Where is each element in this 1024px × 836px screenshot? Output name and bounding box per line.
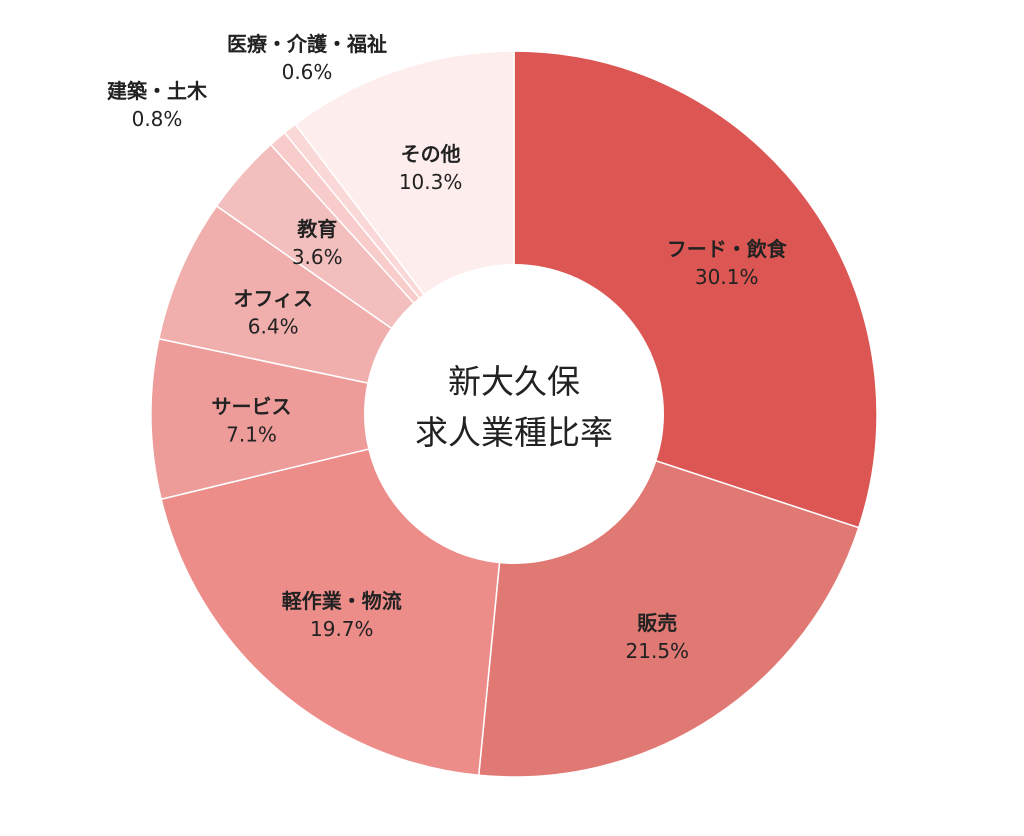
slice-label-8: 医療・介護・福祉 <box>227 32 387 56</box>
slice-labels: フード・飲食 30.1% 販売 21.5% 軽作業・物流 19.7% サービス 7.1% オフィ… <box>107 32 788 663</box>
slice-value-2: 21.5% <box>626 639 690 663</box>
slice-value-9: 10.3% <box>399 170 463 194</box>
slice-label-5: オフィス <box>233 286 313 310</box>
slice-value-6: 3.6% <box>292 245 343 269</box>
center-title-line-2: 求人業種比率 <box>415 413 613 452</box>
slice-value-3: 19.7% <box>310 617 374 641</box>
slice-label-2: 販売 <box>637 611 677 635</box>
center-title-line-1: 新大久保 <box>448 362 580 401</box>
slice-value-7: 0.8% <box>132 107 183 131</box>
center-title: 新大久保 求人業種比率 <box>415 362 613 452</box>
slice-value-1: 30.1% <box>695 265 759 289</box>
slice-value-5: 6.4% <box>248 314 299 338</box>
slice-label-1: フード・飲食 <box>667 237 788 261</box>
slice-value-4: 7.1% <box>226 423 277 447</box>
donut-hole <box>364 264 664 564</box>
slice-label-7: 建築・土木 <box>107 79 208 103</box>
slice-label-4: サービス <box>212 395 292 419</box>
slice-label-9: その他 <box>401 142 461 166</box>
slice-label-3: 軽作業・物流 <box>282 589 402 613</box>
slice-value-8: 0.6% <box>282 60 333 84</box>
slice-4 <box>150 337 515 501</box>
slice-label-6: 教育 <box>297 217 337 241</box>
